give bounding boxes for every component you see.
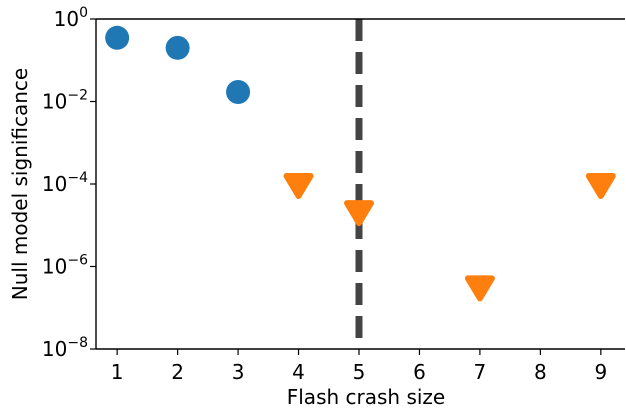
x-tick-label: 9 bbox=[594, 360, 607, 384]
y-axis-label: Null model significance bbox=[8, 68, 32, 300]
y-tick-label: 10−6 bbox=[42, 253, 88, 279]
y-ticks: 100 10−2 10−4 10−6 10−8 bbox=[42, 5, 96, 361]
x-tick-label: 1 bbox=[111, 360, 124, 384]
data-point-triangle bbox=[343, 200, 374, 227]
x-tick-label: 3 bbox=[232, 360, 245, 384]
x-tick-label: 6 bbox=[413, 360, 426, 384]
data-points bbox=[105, 25, 616, 302]
data-point-triangle bbox=[283, 173, 314, 199]
data-point-triangle bbox=[464, 275, 495, 302]
data-point-circle bbox=[226, 79, 251, 104]
y-tick-label: 10−8 bbox=[42, 335, 88, 361]
x-tick-label: 8 bbox=[534, 360, 547, 384]
y-tick-label: 100 bbox=[54, 5, 88, 31]
data-point-circle bbox=[105, 25, 130, 50]
x-tick-label: 5 bbox=[353, 360, 366, 384]
x-tick-label: 4 bbox=[292, 360, 305, 384]
y-tick-label: 10−4 bbox=[42, 170, 88, 196]
x-tick-label: 7 bbox=[474, 360, 487, 384]
x-tick-label: 2 bbox=[171, 360, 184, 384]
data-point-triangle bbox=[585, 173, 616, 199]
x-ticks: 1 2 3 4 5 6 7 8 9 bbox=[111, 349, 607, 384]
data-point-circle bbox=[165, 35, 190, 60]
x-axis-label: Flash crash size bbox=[287, 385, 445, 409]
y-tick-label: 10−2 bbox=[42, 88, 88, 114]
